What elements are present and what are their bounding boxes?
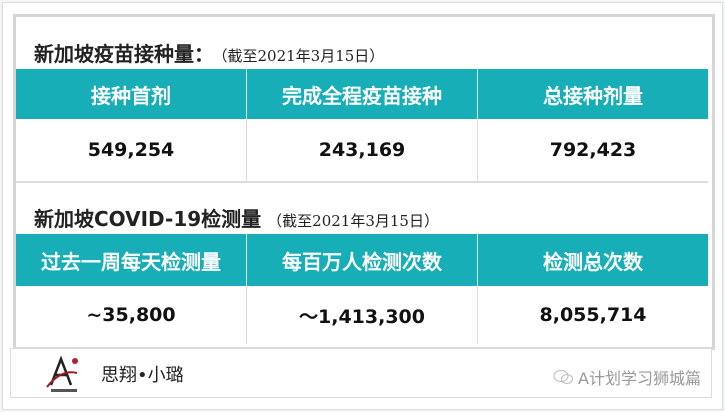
value-cell: ～1,413,300 bbox=[246, 286, 477, 344]
watermark-text: A计划学习狮城篇 bbox=[578, 369, 701, 388]
header-cell: 检测总次数 bbox=[477, 234, 708, 286]
value-cell: 243,169 bbox=[246, 119, 477, 181]
vaccine-title: 新加坡疫苗接种量： （截至2021年3月15日） bbox=[34, 38, 384, 67]
brand-name: 思翔•小璐 bbox=[101, 365, 184, 386]
vaccine-header-row: 接种首剂 完成全程疫苗接种 总接种剂量 bbox=[16, 69, 708, 119]
testing-header-row: 过去一周每天检测量 每百万人检测次数 检测总次数 bbox=[16, 234, 708, 286]
testing-title: 新加坡COVID-19检测量 （截至2021年3月15日） bbox=[34, 203, 439, 232]
value-cell: ~35,800 bbox=[86, 304, 176, 326]
wechat-icon bbox=[553, 370, 574, 384]
header-cell: 过去一周每天检测量 bbox=[41, 249, 221, 274]
header-cell: 每百万人检测次数 bbox=[246, 234, 477, 286]
testing-subtitle: （截至2021年3月15日） bbox=[267, 212, 439, 230]
vaccine-subtitle: （截至2021年3月15日） bbox=[220, 47, 385, 65]
divider bbox=[16, 181, 708, 183]
header-cell: 总接种剂量 bbox=[477, 69, 708, 119]
footer: 思翔•小璐 A计划学习狮城篇 bbox=[10, 348, 712, 398]
value-cell: 792,423 bbox=[477, 119, 708, 181]
header-cell: 完成全程疫苗接种 bbox=[246, 69, 477, 119]
value-cell: 549,254 bbox=[87, 139, 175, 161]
testing-title-text: 新加坡COVID-19检测量 bbox=[34, 207, 262, 231]
vaccine-title-text: 新加坡疫苗接种量： bbox=[34, 42, 214, 66]
watermark: A计划学习狮城篇 bbox=[552, 365, 701, 389]
header-cell: 接种首剂 bbox=[91, 83, 171, 108]
testing-value-row: ~35,800 ～1,413,300 8,055,714 bbox=[16, 286, 708, 344]
value-cell: 8,055,714 bbox=[477, 286, 708, 344]
vaccine-value-row: 549,254 243,169 792,423 bbox=[16, 119, 708, 181]
logo-icon bbox=[46, 355, 78, 392]
